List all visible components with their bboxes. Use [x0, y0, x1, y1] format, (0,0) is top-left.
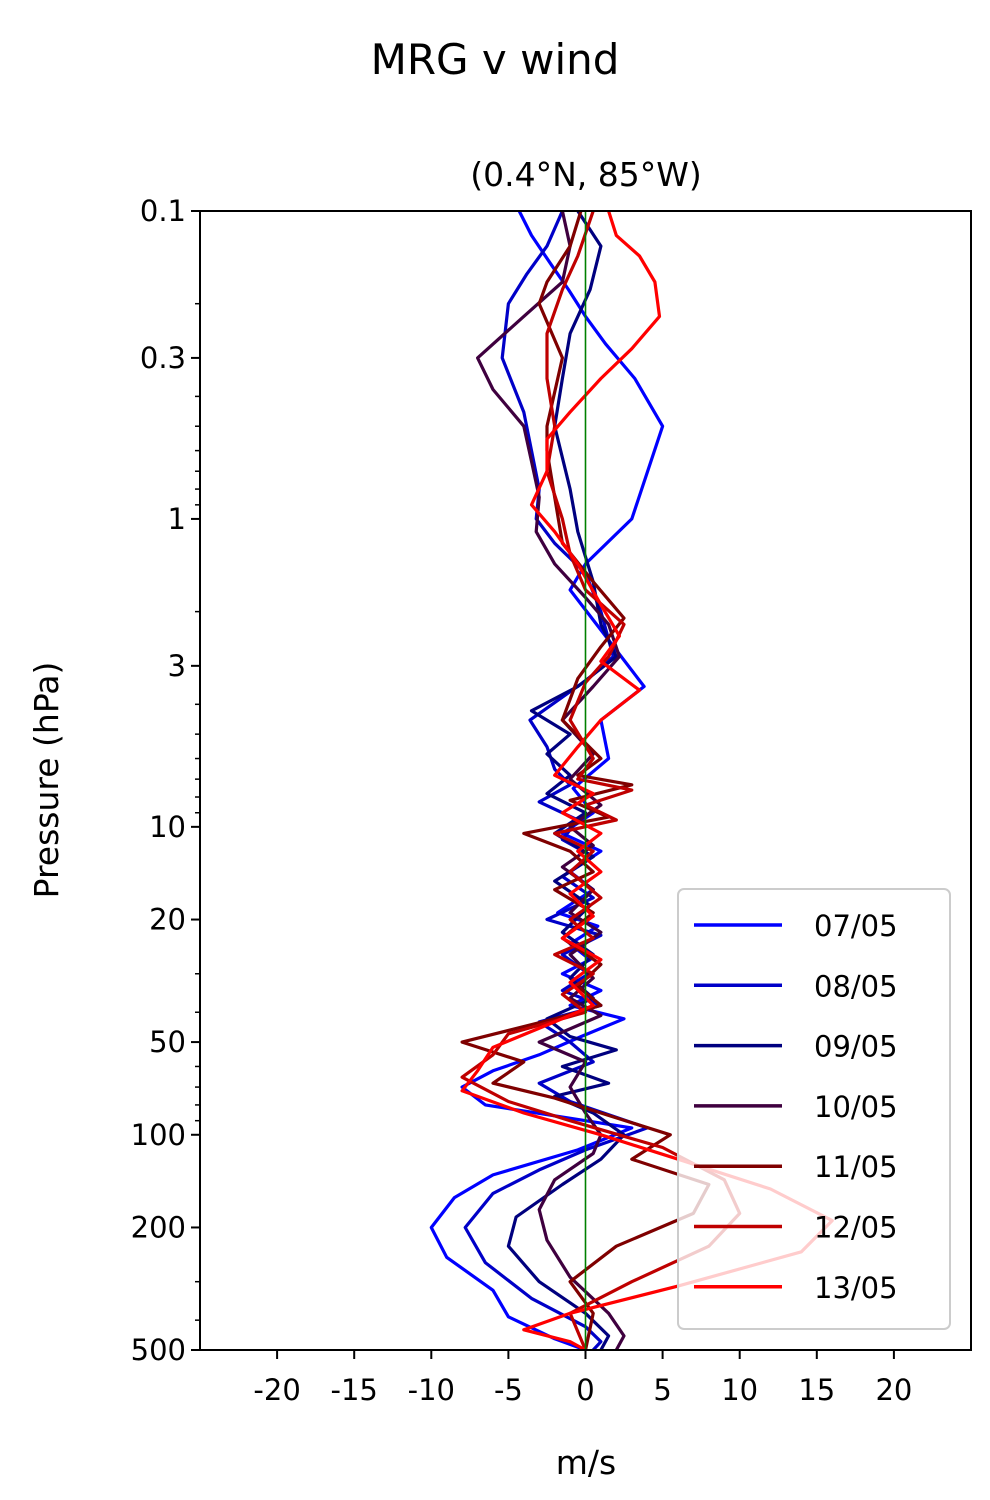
chart-title: MRG v wind — [371, 35, 620, 84]
y-tick-label: 10 — [149, 810, 186, 844]
y-tick-label: 0.1 — [140, 194, 186, 228]
x-tick-label: 0 — [576, 1373, 594, 1407]
y-tick-label: 20 — [149, 903, 186, 937]
x-tick-label: -15 — [331, 1373, 378, 1407]
y-tick-label: 1 — [168, 502, 186, 536]
x-tick-label: 5 — [653, 1373, 671, 1407]
y-tick-label: 0.3 — [140, 341, 186, 375]
legend-label-6: 12/05 — [814, 1211, 898, 1245]
x-tick-label: -10 — [408, 1373, 455, 1407]
legend-label-3: 09/05 — [814, 1030, 898, 1064]
legend: 07/05 08/05 09/05 10/05 11/05 12/05 13/05 — [677, 888, 951, 1330]
y-tick-label: 200 — [131, 1210, 186, 1244]
y-tick-label: 100 — [131, 1118, 186, 1152]
legend-label-2: 08/05 — [814, 969, 898, 1003]
y-tick-label: 50 — [149, 1025, 186, 1059]
chart-subtitle: (0.4°N, 85°W) — [470, 155, 702, 194]
x-tick-label: -20 — [253, 1373, 300, 1407]
x-tick-label: 15 — [798, 1373, 835, 1407]
y-tick-label: 500 — [131, 1333, 186, 1367]
x-axis-label: m/s — [556, 1443, 616, 1482]
legend-label-5: 11/05 — [814, 1150, 898, 1184]
legend-label-1: 07/05 — [814, 909, 898, 943]
x-axis-ticks: -20 -15 -10 -5 0 5 10 15 20 — [253, 1350, 912, 1407]
legend-label-4: 10/05 — [814, 1090, 898, 1124]
x-tick-label: 10 — [721, 1373, 758, 1407]
x-tick-label: 20 — [875, 1373, 912, 1407]
y-tick-label: 3 — [168, 649, 186, 683]
legend-label-7: 13/05 — [814, 1271, 898, 1305]
y-axis-label: Pressure (hPa) — [27, 662, 66, 899]
series-line-6 — [460, 211, 742, 1350]
series-layer — [429, 211, 834, 1350]
legend-box — [677, 888, 951, 1330]
x-tick-label: -5 — [494, 1373, 523, 1407]
y-axis-ticks: 0.1 0.3 1 3 10 20 50 100 200 500 — [131, 194, 200, 1367]
